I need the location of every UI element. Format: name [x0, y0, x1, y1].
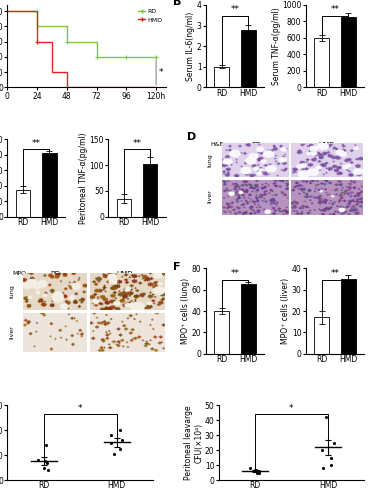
Text: RD: RD: [251, 142, 261, 148]
Bar: [241, 284, 256, 354]
Bar: [117, 198, 131, 216]
Text: F: F: [173, 262, 181, 272]
Point: [328, 461, 334, 469]
Y-axis label: Peritoneal leavarge
CFU(×10⁴): Peritoneal leavarge CFU(×10⁴): [184, 406, 203, 480]
Y-axis label: Serum IL-6(ng/ml): Serum IL-6(ng/ml): [186, 12, 195, 81]
Text: **: **: [132, 139, 142, 148]
Text: HMD: HMD: [117, 271, 133, 277]
Text: liver: liver: [207, 189, 212, 202]
Text: **: **: [230, 5, 240, 14]
Point: [323, 414, 329, 422]
Point: [256, 467, 262, 475]
Text: *: *: [78, 404, 82, 413]
Point: [253, 466, 259, 473]
Bar: [314, 318, 329, 354]
Point: [112, 450, 117, 458]
Text: **: **: [330, 5, 339, 14]
Text: liver: liver: [9, 326, 14, 339]
Text: MPO: MPO: [12, 271, 26, 276]
Text: *: *: [159, 68, 163, 76]
Bar: [341, 16, 355, 88]
Point: [119, 436, 125, 444]
Point: [319, 446, 325, 454]
Point: [43, 441, 49, 449]
Point: [117, 426, 123, 434]
Bar: [341, 279, 355, 353]
Text: H&E: H&E: [210, 142, 224, 146]
Point: [41, 464, 47, 471]
Point: [328, 454, 334, 462]
Text: D: D: [187, 132, 196, 141]
Bar: [143, 164, 158, 216]
Point: [247, 464, 252, 472]
Y-axis label: Peritoneal TNF-α(pg/ml): Peritoneal TNF-α(pg/ml): [79, 132, 88, 224]
Text: lung: lung: [207, 154, 212, 167]
Text: *: *: [289, 404, 294, 413]
Bar: [314, 38, 329, 88]
Point: [45, 458, 50, 466]
Legend: RD, HMD: RD, HMD: [135, 6, 165, 25]
Point: [42, 457, 47, 465]
Text: HMD: HMD: [318, 142, 335, 148]
Bar: [16, 190, 30, 216]
Y-axis label: Serum TNF-α(pg/ml): Serum TNF-α(pg/ml): [272, 8, 281, 85]
Text: **: **: [32, 139, 41, 148]
Y-axis label: MPO⁺ cells (lung): MPO⁺ cells (lung): [181, 278, 190, 344]
Point: [256, 468, 262, 476]
Bar: [42, 154, 57, 216]
Point: [320, 464, 326, 472]
Text: B: B: [173, 0, 182, 7]
Point: [45, 466, 50, 474]
Text: **: **: [230, 269, 240, 278]
Point: [109, 432, 114, 440]
Text: **: **: [330, 269, 339, 278]
Point: [252, 466, 258, 473]
Point: [254, 468, 260, 476]
Bar: [214, 67, 229, 87]
Point: [108, 438, 114, 446]
Bar: [214, 311, 229, 354]
Text: RD: RD: [50, 271, 60, 277]
Point: [331, 438, 337, 446]
Point: [117, 445, 123, 453]
Y-axis label: MPO⁺ cells (liver): MPO⁺ cells (liver): [281, 278, 290, 344]
Text: lung: lung: [9, 284, 14, 298]
Point: [35, 456, 41, 464]
Bar: [241, 30, 256, 88]
